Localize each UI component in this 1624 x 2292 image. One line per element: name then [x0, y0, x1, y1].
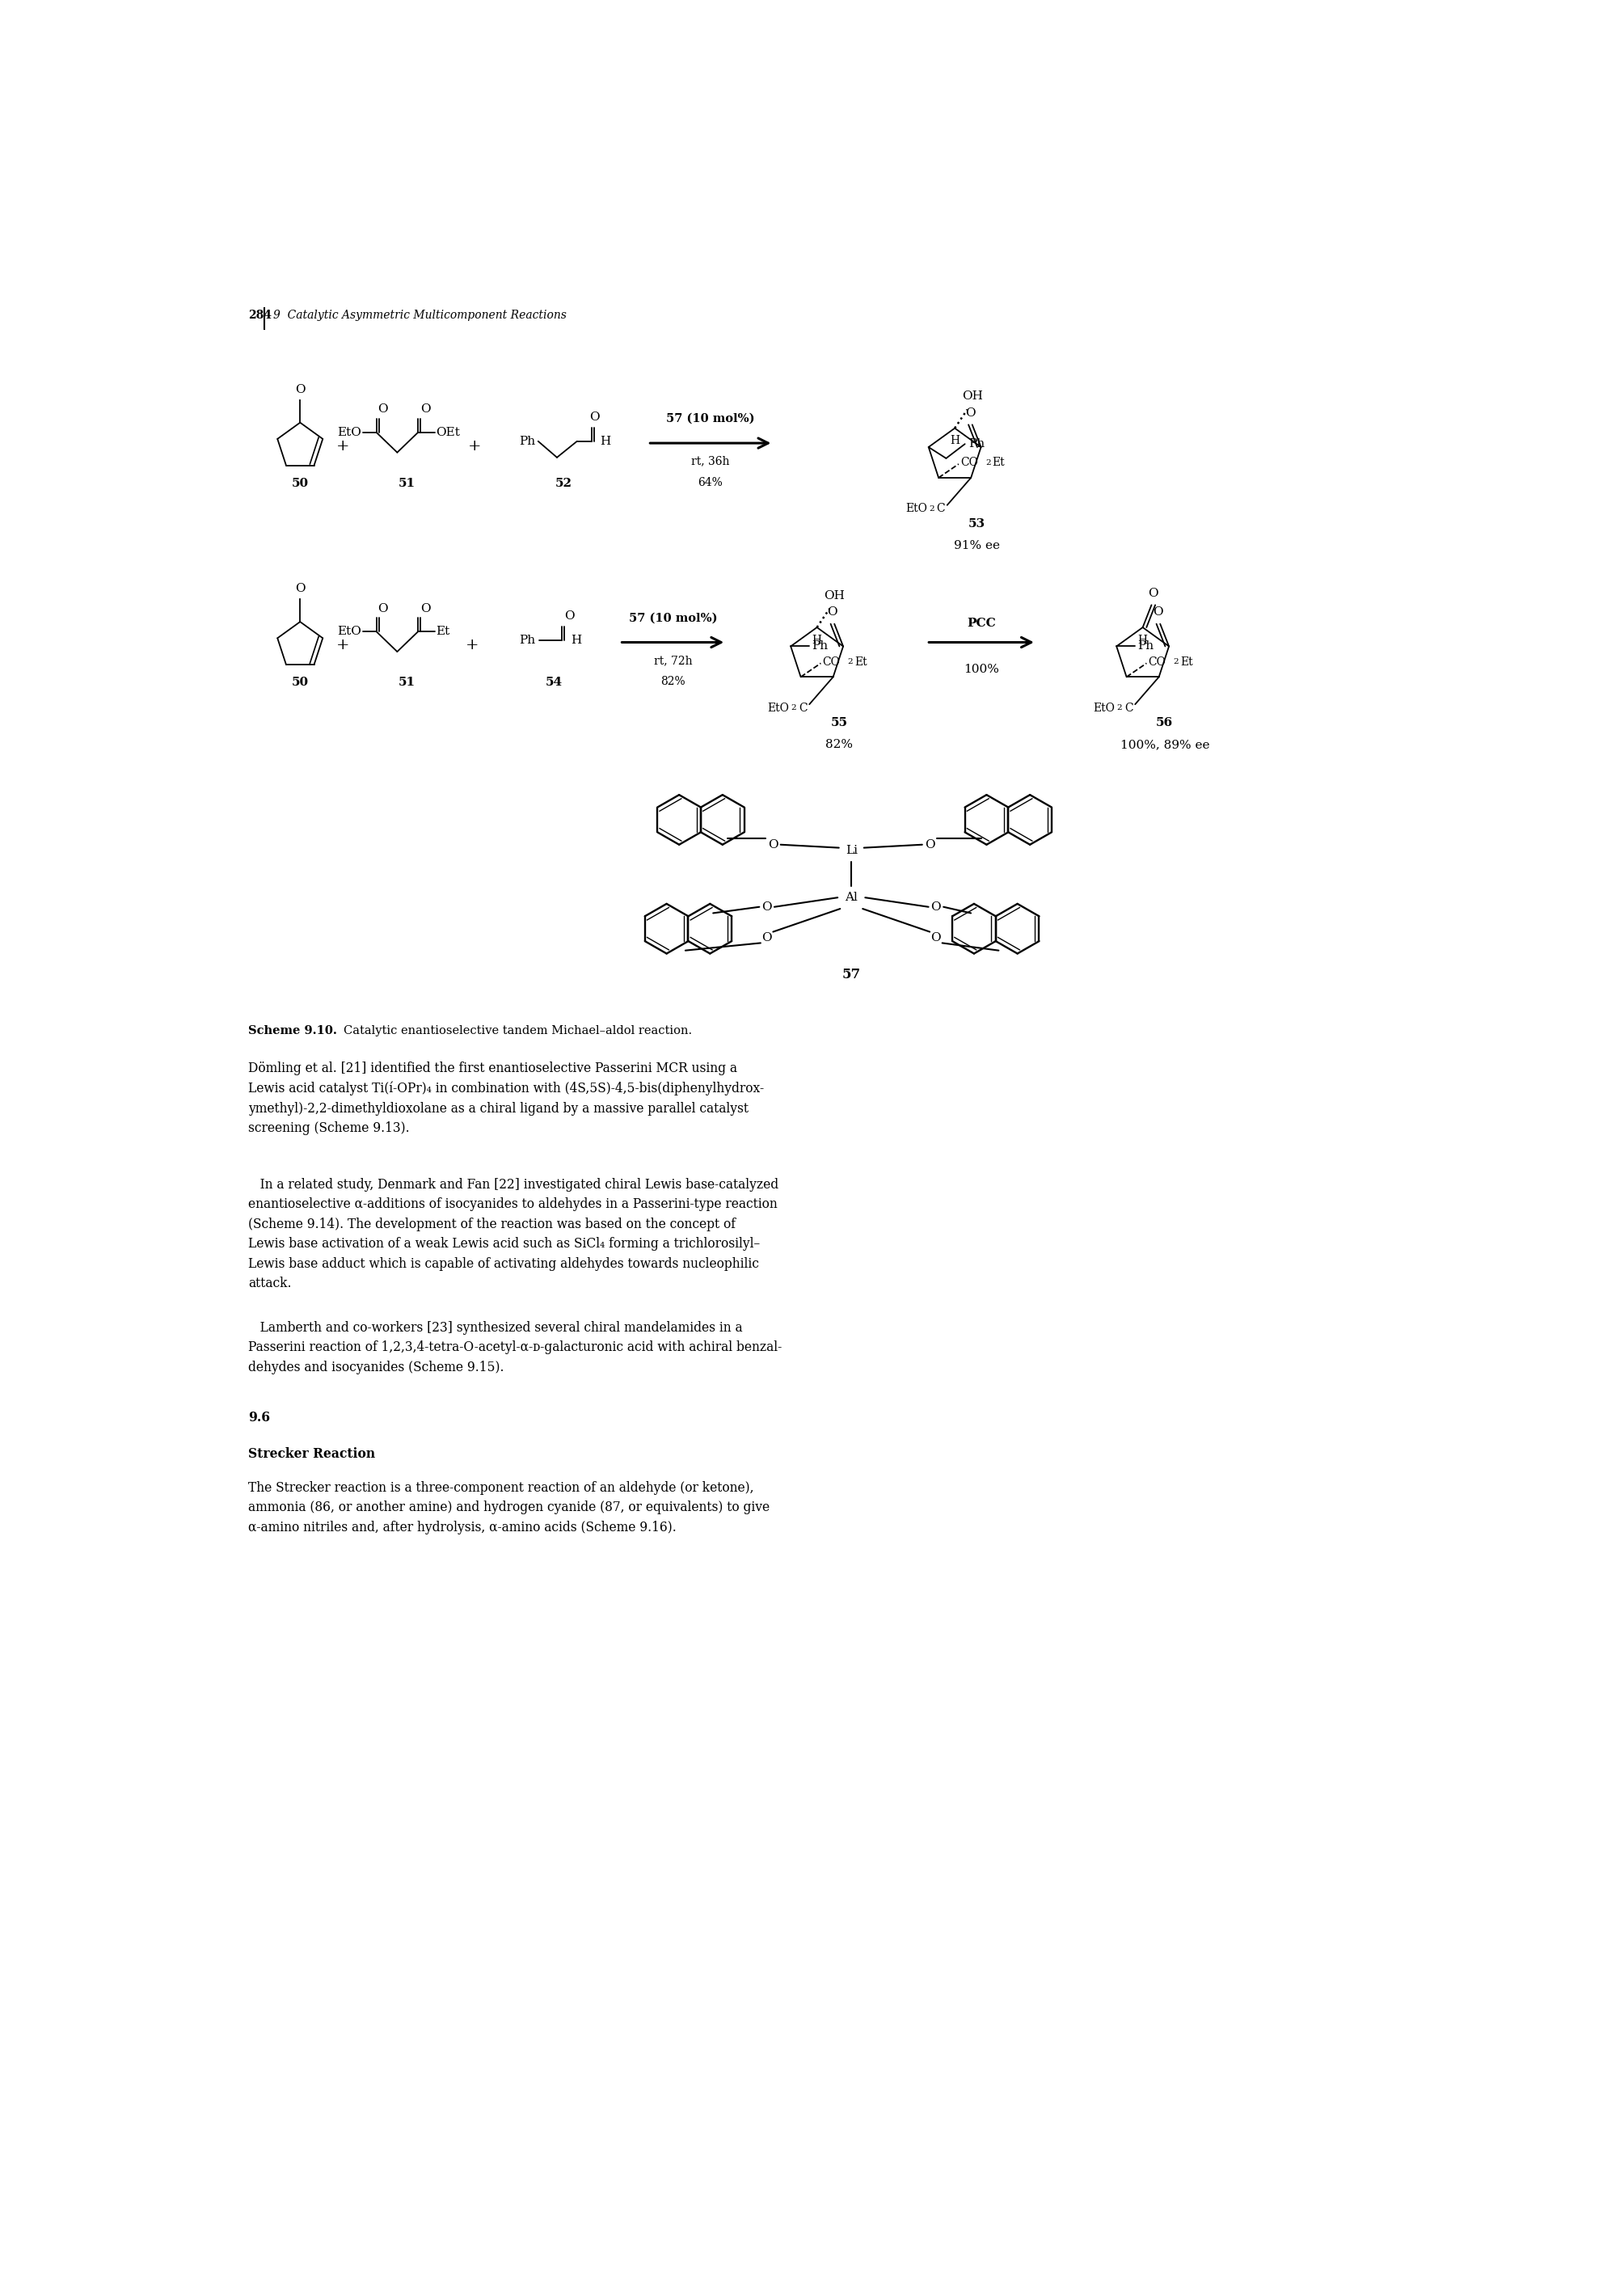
Text: Et: Et [1181, 656, 1194, 667]
Text: 100%, 89% ee: 100%, 89% ee [1121, 740, 1210, 749]
Text: O: O [590, 410, 599, 422]
Text: 91% ee: 91% ee [953, 541, 1000, 552]
Text: 2: 2 [791, 704, 796, 713]
Text: Scheme 9.10.: Scheme 9.10. [248, 1025, 336, 1036]
Text: 2: 2 [1174, 658, 1179, 665]
Text: CO: CO [1148, 656, 1166, 667]
Text: 82%: 82% [661, 676, 685, 688]
Text: OH: OH [961, 390, 983, 401]
Text: H: H [599, 435, 611, 447]
Text: 2: 2 [1117, 704, 1122, 713]
Text: Ph: Ph [518, 435, 534, 447]
Text: Li: Li [846, 846, 857, 857]
Text: EtO: EtO [768, 701, 789, 713]
Text: H: H [950, 435, 960, 447]
Text: O: O [965, 408, 976, 419]
Text: Strecker Reaction: Strecker Reaction [248, 1446, 375, 1460]
Text: 51: 51 [398, 676, 416, 688]
Text: C: C [937, 504, 945, 513]
Text: O: O [931, 933, 940, 944]
Text: OH: OH [823, 589, 844, 601]
Text: O: O [565, 610, 575, 621]
Text: O: O [378, 603, 388, 614]
Text: Lamberth and co-workers [23] synthesized several chiral mandelamides in a
Passer: Lamberth and co-workers [23] synthesized… [248, 1320, 781, 1375]
Text: Ph: Ph [812, 642, 828, 651]
Text: 57: 57 [843, 967, 861, 981]
Text: In a related study, Denmark and Fan [22] investigated chiral Lewis base-catalyze: In a related study, Denmark and Fan [22]… [248, 1178, 778, 1290]
Text: Ph: Ph [968, 438, 984, 449]
Text: O: O [421, 603, 430, 614]
Text: 56: 56 [1156, 717, 1173, 729]
Text: O: O [1148, 587, 1158, 598]
Text: O: O [296, 582, 305, 594]
Text: 55: 55 [830, 717, 848, 729]
Text: H: H [570, 635, 581, 646]
Text: EtO: EtO [338, 426, 362, 438]
Text: O: O [931, 901, 940, 912]
Text: 100%: 100% [963, 665, 999, 676]
Text: 57 (10 mol%): 57 (10 mol%) [666, 413, 755, 424]
Text: OEt: OEt [437, 426, 460, 438]
Text: rt, 72h: rt, 72h [653, 656, 692, 667]
Text: Et: Et [992, 456, 1005, 468]
Text: EtO: EtO [338, 626, 362, 637]
Text: +: + [336, 637, 349, 653]
Text: 57 (10 mol%): 57 (10 mol%) [628, 612, 718, 623]
Text: C: C [799, 701, 807, 713]
Text: Catalytic enantioselective tandem Michael–aldol reaction.: Catalytic enantioselective tandem Michae… [343, 1025, 692, 1036]
Text: CO: CO [823, 656, 840, 667]
Text: 2: 2 [848, 658, 853, 665]
Text: +: + [466, 637, 479, 653]
Text: Al: Al [844, 892, 857, 903]
Text: 64%: 64% [698, 477, 723, 488]
Text: O: O [762, 933, 771, 944]
Text: 284: 284 [248, 309, 271, 321]
Text: EtO: EtO [1093, 701, 1114, 713]
Text: Ph: Ph [1138, 642, 1155, 651]
Text: O: O [768, 839, 778, 850]
Text: 54: 54 [546, 676, 562, 688]
Text: EtO: EtO [905, 504, 927, 513]
Text: 9  Catalytic Asymmetric Multicomponent Reactions: 9 Catalytic Asymmetric Multicomponent Re… [273, 309, 567, 321]
Text: O: O [421, 403, 430, 415]
Text: O: O [924, 839, 935, 850]
Text: 82%: 82% [825, 740, 853, 749]
Text: rt, 36h: rt, 36h [692, 456, 729, 468]
Text: C: C [1124, 701, 1134, 713]
Text: 53: 53 [968, 518, 986, 529]
Text: H: H [1138, 635, 1148, 646]
Text: H: H [812, 635, 822, 646]
Text: +: + [468, 440, 481, 454]
Text: O: O [296, 383, 305, 394]
Text: Ph: Ph [518, 635, 534, 646]
Text: O: O [762, 901, 771, 912]
Text: CO: CO [960, 456, 978, 468]
Text: 9.6: 9.6 [248, 1412, 270, 1426]
Text: 50: 50 [292, 676, 309, 688]
Text: O: O [378, 403, 388, 415]
Text: Et: Et [854, 656, 867, 667]
Text: 51: 51 [398, 477, 416, 488]
Text: O: O [827, 607, 838, 617]
Text: +: + [336, 440, 349, 454]
Text: PCC: PCC [966, 617, 996, 628]
Text: 52: 52 [555, 477, 572, 488]
Text: O: O [1153, 607, 1163, 617]
Text: 2: 2 [986, 458, 991, 468]
Text: 50: 50 [292, 477, 309, 488]
Text: The Strecker reaction is a three-component reaction of an aldehyde (or ketone),
: The Strecker reaction is a three-compone… [248, 1481, 770, 1533]
Text: Et: Et [437, 626, 450, 637]
Text: Dömling et al. [21] identified the first enantioselective Passerini MCR using a
: Dömling et al. [21] identified the first… [248, 1061, 763, 1135]
Text: 2: 2 [929, 504, 934, 513]
